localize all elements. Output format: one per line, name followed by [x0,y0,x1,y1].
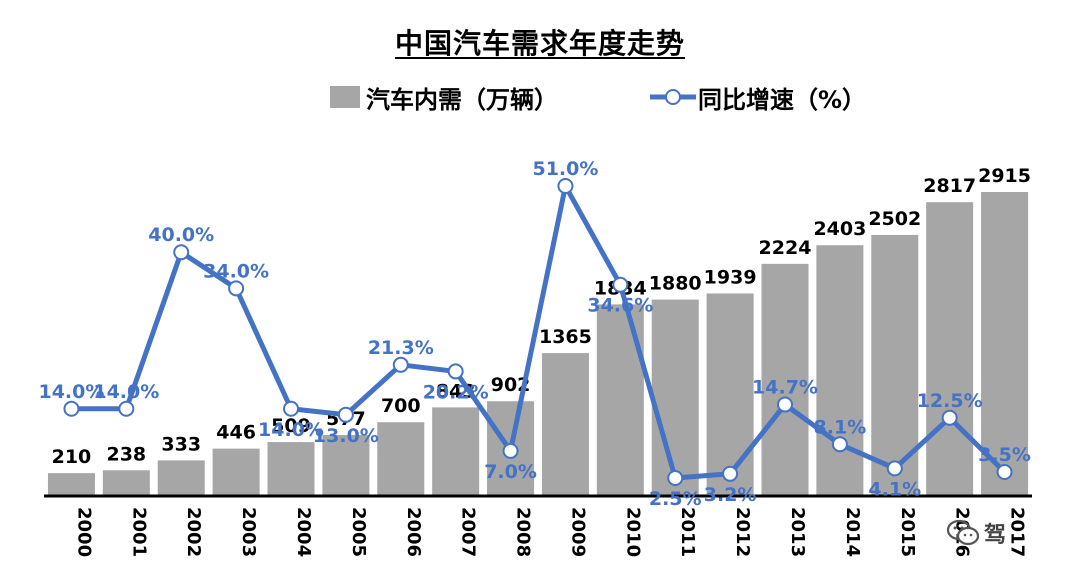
legend-swatch-line [650,89,696,105]
growth-value-label: 51.0% [532,158,598,180]
bar [761,263,809,495]
x-tick-label: 2012 [732,507,753,557]
growth-point [173,244,190,261]
bar-value-label: 1939 [704,266,757,288]
growth-point [447,363,464,380]
bar-value-label: 700 [381,395,421,417]
bar [267,442,315,495]
growth-line [71,183,1007,481]
bar [596,304,644,495]
bar [706,293,754,495]
growth-value-label: 12.5% [917,390,983,412]
growth-value-label: 2.5% [649,488,702,510]
growth-point [283,400,299,417]
bar-value-label: 2403 [813,218,866,240]
growth-value-label: 14.0% [38,381,104,403]
growth-point [667,470,684,486]
legend-item-bar: 汽车内需（万辆） [330,80,558,115]
bar [377,422,425,495]
bar [157,460,205,495]
growth-point [228,280,245,297]
x-tick-label: 2015 [897,507,918,557]
growth-value-label: 21.3% [368,337,434,359]
watermark-text: 驾 [984,523,1007,548]
growth-value-label: 13.0% [313,425,379,447]
bar [212,448,260,495]
bar [926,202,974,495]
x-tick-label: 2008 [513,507,534,557]
growth-value-label: 3.5% [978,444,1031,466]
growth-value-label: 8.1% [814,416,867,438]
growth-point [612,276,629,293]
growth-value-label: 7.0% [484,461,537,483]
growth-value-label: 40.0% [148,224,214,246]
x-tick-label: 2017 [1007,507,1028,557]
legend-swatch-bar [330,86,360,108]
growth-point [63,400,80,417]
legend-item-line: 同比增速（%） [650,80,866,115]
x-tick-label: 2007 [458,507,479,557]
x-tick-label: 2001 [128,507,149,557]
bar-value-label: 1880 [649,273,702,295]
growth-value-label: 4.1% [868,478,921,500]
x-tick-label: 2010 [622,507,643,557]
bar [651,299,699,495]
bar [541,353,589,495]
bar [102,470,150,495]
growth-value-label: 14.0% [93,381,159,403]
x-tick-label: 2000 [73,507,94,557]
x-tick-label: 2009 [567,507,588,557]
bar-value-label: 210 [52,446,92,468]
growth-point [337,406,354,423]
x-tick-label: 2002 [183,507,204,557]
watermark: 驾 [946,517,1006,549]
bar [322,435,370,495]
bar-value-label: 2915 [978,165,1031,187]
bar [47,473,95,495]
bar-value-label: 2224 [759,237,812,259]
growth-value-label: 14.0% [258,419,324,441]
bar-value-label: 238 [106,443,146,465]
x-tick-label: 2003 [238,507,259,557]
growth-point [118,400,135,417]
growth-point [392,356,409,373]
wechat-icon [946,519,980,546]
growth-point [777,396,793,413]
chart-title: 中国汽车需求年度走势 [394,27,685,60]
growth-value-label: 14.7% [752,377,818,399]
bar-value-label: 333 [161,433,201,455]
growth-value-label: 3.2% [704,484,757,506]
legend-label-line: 同比增速（%） [698,85,867,114]
x-tick-label: 2004 [293,507,314,557]
legend-label-bar: 汽车内需（万辆） [366,85,558,114]
bar [981,192,1029,495]
x-tick-label: 2005 [348,507,369,557]
growth-point [502,442,519,459]
growth-point [557,178,574,194]
legend: 汽车内需（万辆） 同比增速（%） [330,80,866,114]
bar-value-label: 446 [216,422,256,444]
growth-point [831,436,848,453]
bar [816,245,864,495]
x-tick-label: 2014 [842,507,863,557]
growth-point [941,409,958,426]
x-tick-label: 2013 [787,507,808,557]
growth-point [722,465,739,482]
growth-value-label: 34.0% [203,260,269,282]
x-tick-label: 2006 [403,507,424,557]
bar-value-label: 1365 [539,326,592,348]
growth-point [996,463,1013,480]
bar-value-label: 509 [271,415,311,437]
growth-value-label: 20.2% [423,381,489,403]
growth-point [886,460,903,477]
growth-value-label: 34.6% [587,295,653,317]
bar-value-label: 2817 [923,175,976,197]
bar [432,407,480,495]
x-tick-label: 2011 [677,507,698,557]
bar-value-label: 2502 [868,208,921,230]
